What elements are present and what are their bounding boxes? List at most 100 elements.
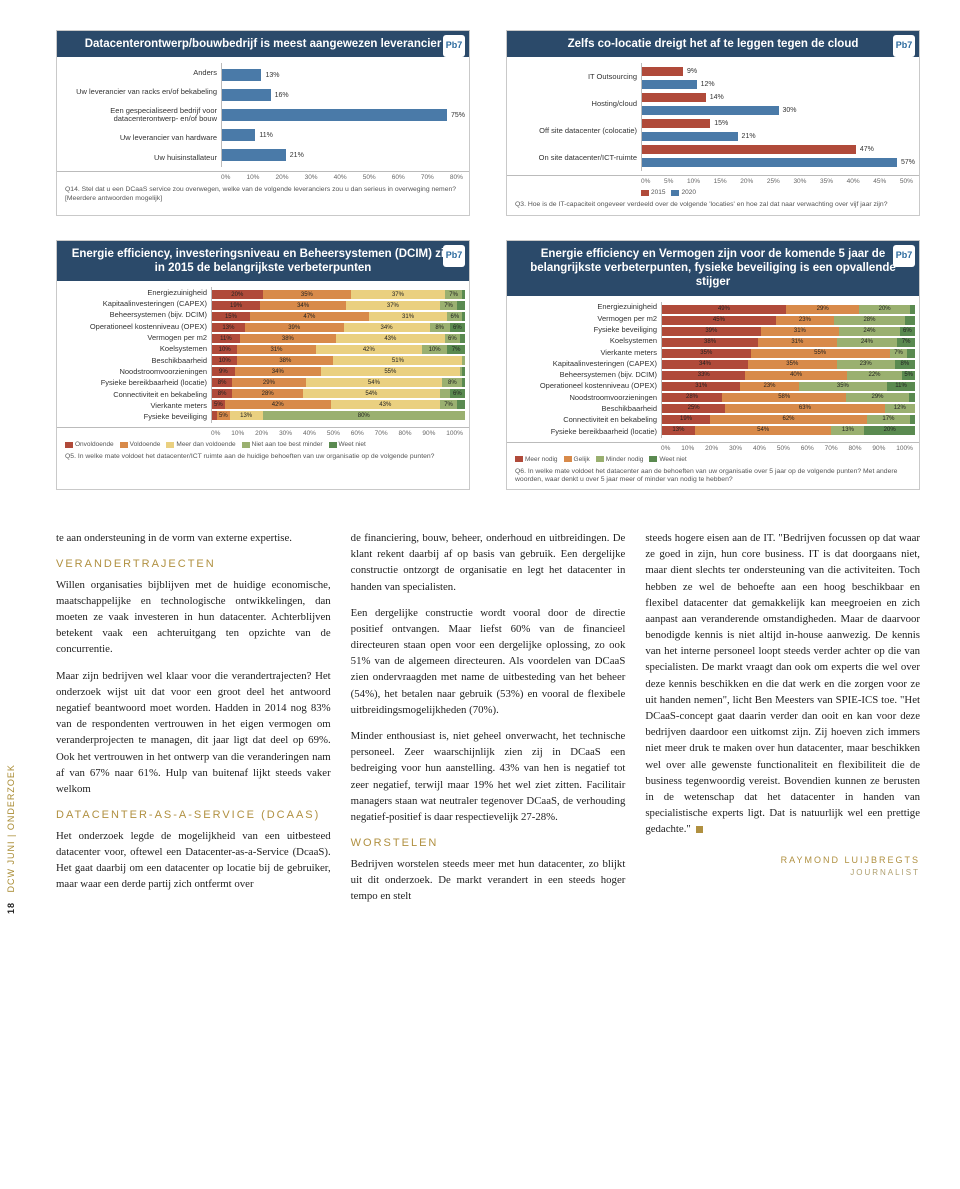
chart-row-label: Noodstroomvoorzieningen: [61, 367, 207, 377]
page-number: 18: [6, 902, 16, 914]
paragraph: Een dergelijke constructie wordt vooral …: [351, 605, 626, 718]
pb7-logo-icon: Pb7: [443, 245, 465, 267]
chart-row-label: Hosting/cloud: [511, 91, 637, 117]
chart-row-label: Kapitaalinvesteringen (CAPEX): [61, 299, 207, 309]
chart-1-title: Datacenterontwerp/bouwbedrijf is meest a…: [85, 38, 442, 50]
legend-item: Niet aan toe best minder: [242, 441, 323, 448]
legend-item: Weet niet: [329, 441, 366, 448]
legend-item: Onvoldoende: [65, 441, 114, 448]
chart-stacked-bar-row: 28%58%29%: [662, 392, 915, 403]
chart-bar-group: 47%57%: [642, 143, 915, 169]
chart-row-label: Koelsystemen: [511, 336, 657, 346]
legend-item: Voldoende: [120, 441, 161, 448]
chart-row-label: Energiezuinigheid: [511, 302, 657, 312]
chart-row-label: Vierkante meters: [61, 401, 207, 411]
pb7-logo-icon: Pb7: [893, 245, 915, 267]
chart-stacked-bar-row: 5%13%80%: [212, 410, 465, 421]
chart-bar-row: 16%: [222, 85, 465, 105]
column-1: te aan ondersteuning in de vorm van exte…: [56, 530, 331, 914]
chart-4-axis: 0%10%20%30%40%50%60%70%80%90%100%: [507, 442, 919, 454]
article: 18 DCW JUNI | ONDERZOEK te aan ondersteu…: [56, 530, 920, 914]
chart-row-label: Beheersystemen (bijv. DCIM): [61, 310, 207, 320]
chart-row-label: Uw huisinstallateur: [61, 153, 217, 163]
chart-row-label: Vierkante meters: [511, 348, 657, 358]
chart-stacked-bar-row: 45%23%28%: [662, 315, 915, 326]
legend-item: Gelijk: [564, 456, 590, 463]
chart-stacked-bar-row: 49%29%20%: [662, 304, 915, 315]
column-2: de financiering, bouw, beheer, onderhoud…: [351, 530, 626, 914]
paragraph: Bedrijven worstelen steeds meer met hun …: [351, 856, 626, 905]
chart-row-label: Operationeel kostenniveau (OPEX): [511, 381, 657, 391]
chart-stacked-bar-row: 9%34%55%: [212, 366, 465, 377]
section-title: VERANDERTRAJECTEN: [56, 556, 331, 573]
chart-row-label: Beschikbaarheid: [511, 404, 657, 414]
chart-2-caption: Q3. Hoe is de IT-capaciteit ongeveer ver…: [507, 198, 919, 214]
chart-bar-group: 14%30%: [642, 91, 915, 117]
paragraph: Willen organisaties bijblijven met de hu…: [56, 577, 331, 658]
chart-1-caption: Q14. Stel dat u een DCaaS service zou ov…: [57, 183, 469, 207]
legend-item: 2020: [671, 189, 695, 196]
chart-row-label: Noodstroomvoorzieningen: [511, 393, 657, 403]
chart-2-header: Zelfs co-locatie dreigt het af te leggen…: [507, 31, 919, 57]
pb7-logo-icon: Pb7: [893, 35, 915, 57]
chart-3-body: EnergiezuinigheidKapitaalinvesteringen (…: [57, 281, 469, 427]
paragraph: steeds hogere eisen aan de IT. "Bedrijve…: [645, 530, 920, 838]
legend-item: Meer dan voldoende: [166, 441, 235, 448]
paragraph-text: steeds hogere eisen aan de IT. "Bedrijve…: [645, 532, 920, 835]
chart-4-body: EnergiezuinigheidVermogen per m2Fysieke …: [507, 296, 919, 442]
chart-row-label: Kapitaalinvesteringen (CAPEX): [511, 359, 657, 369]
chart-row-label: Vermogen per m2: [61, 333, 207, 343]
chart-stacked-bar-row: 20%35%37%7%: [212, 289, 465, 300]
chart-stacked-bar-row: 15%47%31%6%: [212, 311, 465, 322]
chart-row-label: Uw leverancier van hardware: [61, 133, 217, 143]
chart-1-axis: 0%10%20%30%40%50%60%70%80%: [57, 171, 469, 183]
chart-3-title: Energie efficiency, investeringsniveau e…: [72, 248, 455, 274]
chart-row-label: Uw leverancier van racks en/of bekabelin…: [61, 87, 217, 97]
chart-bar-row: 21%: [222, 145, 465, 165]
chart-row-label: Connectiviteit en bekabeling: [61, 390, 207, 400]
byline-role: JOURNALIST: [645, 867, 920, 879]
chart-2-title: Zelfs co-locatie dreigt het af te leggen…: [568, 38, 859, 50]
end-mark-icon: [696, 826, 703, 833]
chart-row-label: Connectiviteit en bekabeling: [511, 415, 657, 425]
chart-row-label: Koelsystemen: [61, 344, 207, 354]
section-title: DATACENTER-AS-A-SERVICE (DCAAS): [56, 807, 331, 824]
chart-stacked-bar-row: 10%38%51%: [212, 355, 465, 366]
legend-item: 2015: [641, 189, 665, 196]
chart-2: Zelfs co-locatie dreigt het af te leggen…: [506, 30, 920, 216]
chart-stacked-bar-row: 38%31%24%7%: [662, 337, 915, 348]
chart-2-legend: 2015 2020: [507, 187, 919, 198]
chart-stacked-bar-row: 10%31%42%10%7%: [212, 344, 465, 355]
chart-row-label: Fysieke beveiliging: [511, 325, 657, 335]
chart-4-title: Energie efficiency en Vermogen zijn voor…: [530, 248, 896, 289]
byline-author: RAYMOND LUIJBREGTS: [645, 854, 920, 868]
column-3: steeds hogere eisen aan de IT. "Bedrijve…: [645, 530, 920, 914]
chart-row-label: Fysieke bereikbaarheid (locatie): [61, 378, 207, 388]
chart-row-label: Fysieke bereikbaarheid (locatie): [511, 427, 657, 437]
legend-item: Minder nodig: [596, 456, 644, 463]
section-title: WORSTELEN: [351, 835, 626, 852]
page-side-label: 18 DCW JUNI | ONDERZOEK: [6, 764, 16, 914]
chart-bar-row: 11%: [222, 125, 465, 145]
chart-stacked-bar-row: 35%55%7%: [662, 348, 915, 359]
chart-1-body: AndersUw leverancier van racks en/of bek…: [57, 57, 469, 171]
chart-3: Energie efficiency, investeringsniveau e…: [56, 240, 470, 490]
chart-stacked-bar-row: 5%42%43%7%: [212, 399, 465, 410]
chart-stacked-bar-row: 11%38%43%6%: [212, 333, 465, 344]
chart-row-label: Off site datacenter (colocatie): [511, 118, 637, 144]
chart-bar-row: 13%: [222, 65, 465, 85]
chart-1-header: Datacenterontwerp/bouwbedrijf is meest a…: [57, 31, 469, 57]
paragraph: te aan ondersteuning in de vorm van exte…: [56, 530, 331, 546]
chart-row-label: Beheersystemen (bijv. DCIM): [511, 370, 657, 380]
chart-stacked-bar-row: 25%63%12%: [662, 403, 915, 414]
chart-stacked-bar-row: 39%31%24%6%: [662, 326, 915, 337]
chart-4: Energie efficiency en Vermogen zijn voor…: [506, 240, 920, 490]
legend-item: Weet niet: [649, 456, 686, 463]
charts-grid: Datacenterontwerp/bouwbedrijf is meest a…: [56, 30, 920, 490]
chart-stacked-bar-row: 8%28%54%6%: [212, 388, 465, 399]
chart-3-legend: Onvoldoende Voldoende Meer dan voldoende Ni…: [57, 439, 469, 450]
chart-row-label: Vermogen per m2: [511, 314, 657, 324]
chart-row-label: On site datacenter/ICT-ruimte: [511, 145, 637, 171]
chart-row-label: Operationeel kostenniveau (OPEX): [61, 322, 207, 332]
chart-stacked-bar-row: 34%35%23%8%: [662, 359, 915, 370]
